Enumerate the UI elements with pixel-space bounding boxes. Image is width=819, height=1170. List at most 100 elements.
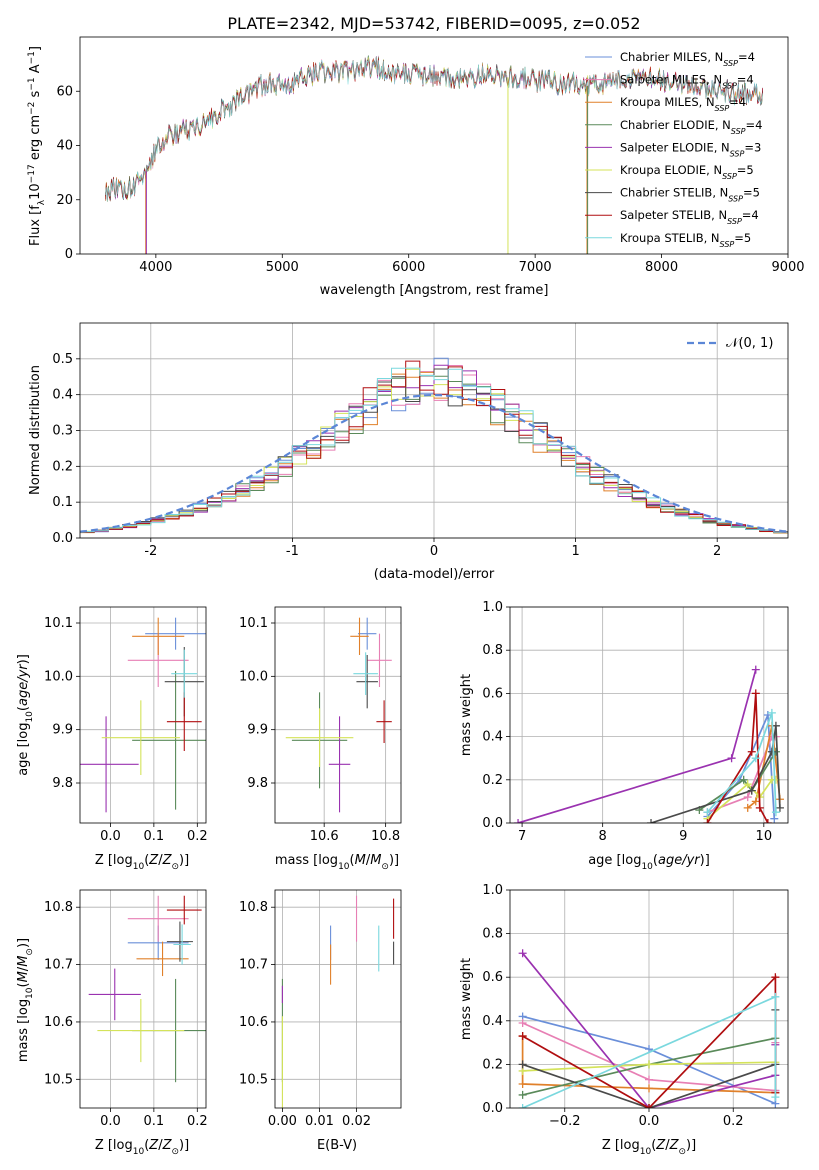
tick-label-y: 60	[56, 84, 73, 99]
tick-label-x: 0.01	[305, 1114, 334, 1129]
legend-label: 𝒩(0, 1)	[726, 336, 773, 351]
tick-label-y: 0.8	[482, 643, 503, 658]
tick-label-y: 9.9	[247, 723, 268, 738]
plot-area	[80, 617, 206, 813]
axes-frame	[274, 606, 402, 824]
weight-marker	[751, 665, 760, 674]
grid	[80, 323, 788, 539]
axes-age-weight: 7 8 9 10 0.0 0.2 0.4 0.6 0.8 1.0 age [log10(age/yr…	[459, 600, 789, 872]
weight-marker	[518, 1104, 527, 1108]
weight-marker	[514, 819, 523, 823]
tick-label-x: 0.02	[342, 1114, 371, 1129]
tick-label-x: 8000	[645, 260, 678, 275]
legend-label: Kroupa MILES, NSSP=4	[620, 95, 746, 113]
tick-label-y: 0.2	[482, 1057, 503, 1072]
plot-area	[281, 895, 395, 1108]
weight-marker	[727, 754, 736, 763]
legend-label: Salpeter STELIB, NSSP=4	[620, 208, 759, 226]
weight-marker	[755, 803, 764, 812]
y-axis-label: mass weight	[459, 674, 474, 756]
weight-marker	[771, 808, 780, 817]
tick-label-y: 0.0	[482, 1101, 503, 1116]
tick-label-x: 0.0	[100, 829, 121, 844]
tick-label-y: 0.4	[52, 388, 73, 403]
legend-label: Salpeter MILES, NSSP=4	[620, 73, 754, 91]
tick-label-y: 0.3	[52, 424, 73, 439]
x-axis-label: mass [log10(M/M⊙)]	[275, 853, 399, 872]
tick-label-x: 9000	[771, 260, 804, 275]
tick-label-x: 9	[679, 829, 687, 844]
tick-label-x: 0.0	[639, 1114, 660, 1129]
weight-marker	[751, 754, 760, 763]
tick-label-y: 9.9	[52, 723, 73, 738]
tick-label-y: 10.7	[239, 958, 268, 973]
plot-area	[285, 617, 392, 813]
tick-label-y: 0.6	[482, 686, 503, 701]
tick-label-y: 10.6	[44, 1015, 73, 1030]
tick-label-y: 9.8	[52, 776, 73, 791]
tick-label-x: 10.8	[371, 829, 400, 844]
weight-marker	[739, 775, 748, 784]
tick-label-x: 7	[518, 829, 526, 844]
tick-label-x: 0.2	[187, 829, 208, 844]
tick-label-y: 0.0	[52, 531, 73, 546]
tick-label-x: 0.00	[268, 1114, 297, 1129]
histogram-step	[80, 360, 788, 533]
tick-label-x: 5000	[266, 260, 299, 275]
axes-frame	[79, 322, 789, 539]
x-axis-label: E(B-V)	[317, 1138, 357, 1153]
legend: Chabrier MILES, NSSP=4 Salpeter MILES, NS…	[585, 50, 762, 248]
weight-marker	[518, 1080, 527, 1089]
axes-frame	[79, 889, 207, 1109]
figure-title: PLATE=2342, MJD=53742, FIBERID=0095, z=0…	[227, 14, 640, 33]
tick-label-y: 10.7	[44, 958, 73, 973]
tick-label-y: 1.0	[482, 883, 503, 898]
grid	[275, 607, 401, 823]
tick-label-x: 4000	[139, 260, 172, 275]
y-axis-label: mass weight	[459, 958, 474, 1040]
x-axis-label: wavelength [Angstrom, rest frame]	[320, 283, 549, 298]
weight-marker	[518, 1090, 527, 1099]
weight-line	[747, 725, 781, 809]
legend-label: Chabrier MILES, NSSP=4	[620, 50, 755, 68]
tick-label-y: 9.8	[247, 776, 268, 791]
tick-label-y: 0.5	[52, 352, 73, 367]
tick-label-x: -2	[144, 544, 157, 559]
weight-marker	[767, 708, 776, 717]
tick-label-y: 1.0	[482, 600, 503, 615]
axes-frame	[509, 889, 789, 1109]
legend-label: Kroupa STELIB, NSSP=5	[620, 231, 751, 249]
weight-marker	[771, 1093, 780, 1102]
plot-area	[88, 895, 206, 1083]
axes-spectrum: 4000 5000 6000 7000 8000 9000 0 20 40 60 Chabrier …	[27, 36, 805, 298]
tick-label-y: 10.0	[44, 669, 73, 684]
x-axis-label: age [log10(age/yr)]	[588, 853, 710, 872]
weight-marker	[518, 1018, 527, 1027]
weight-marker	[645, 1084, 653, 1093]
tick-label-x: 1	[571, 544, 579, 559]
weight-marker	[775, 803, 784, 812]
x-axis-label: (data-model)/error	[374, 567, 495, 582]
tick-label-x: 10.6	[310, 829, 339, 844]
tick-label-x: −0.2	[549, 1114, 581, 1129]
weight-marker	[703, 819, 712, 823]
grid	[80, 890, 206, 1108]
gaussian-curve	[80, 393, 788, 533]
weight-marker	[518, 949, 527, 958]
tick-label-x: 0	[430, 544, 438, 559]
axes-frame	[274, 889, 402, 1109]
tick-label-x: 0.2	[187, 1114, 208, 1129]
weight-marker	[518, 1032, 527, 1041]
tick-label-y: 0.4	[482, 1014, 503, 1029]
legend-label: Chabrier ELODIE, NSSP=4	[620, 118, 762, 136]
weight-marker	[743, 793, 752, 802]
tick-label-y: 0.4	[482, 730, 503, 745]
tick-label-y: 10.8	[239, 900, 268, 915]
plot-area	[514, 665, 784, 823]
tick-label-x: 8	[599, 829, 607, 844]
histogram-step	[80, 367, 788, 533]
y-axis-label: age [log10(age/yr)]	[16, 654, 35, 776]
tick-label-x: 6000	[392, 260, 425, 275]
tick-label-y: 10.0	[239, 669, 268, 684]
tick-label-y: 10.6	[239, 1015, 268, 1030]
